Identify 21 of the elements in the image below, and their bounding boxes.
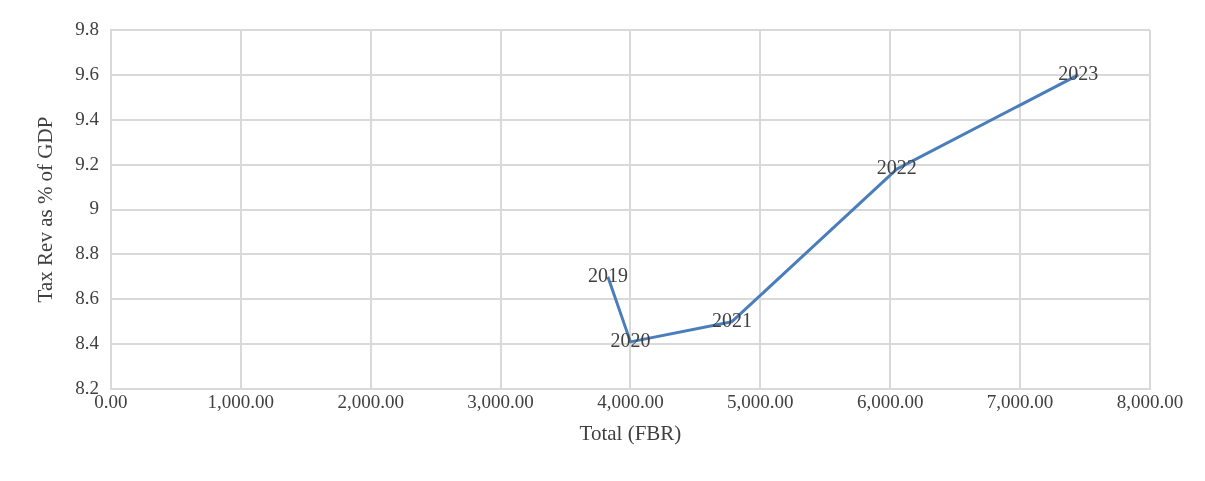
y-tick-label: 9.4 (75, 107, 100, 129)
x-tick-label: 8,000.00 (1116, 391, 1184, 413)
annotation: 2019 (587, 264, 628, 287)
x-tick-label: 5,000.00 (727, 391, 794, 413)
x-tick-label: 4,000.00 (597, 391, 664, 413)
y-tick-label: 9 (89, 197, 99, 219)
x-tick-label: 3,000.00 (467, 391, 534, 413)
y-tick-label: 8.4 (75, 332, 100, 354)
x-tick-label: 6,000.00 (856, 391, 924, 413)
y-axis-title: Tax Rev as % of GDP (33, 116, 58, 303)
x-tick-label: 1,000.00 (207, 391, 275, 413)
y-tick-label: 9.6 (75, 62, 99, 84)
x-tick-label: 2,000.00 (337, 391, 404, 413)
y-tick-label: 8.6 (75, 287, 99, 309)
y-tick-label: 9.8 (75, 17, 99, 39)
x-tick-label: 7,000.00 (986, 391, 1054, 413)
x-axis-title: Total (FBR) (579, 420, 682, 445)
annotation: 2023 (1058, 62, 1099, 85)
annotation: 2020 (610, 329, 651, 352)
y-tick-label: 8.8 (75, 242, 99, 264)
y-tick-label: 9.2 (75, 152, 99, 174)
